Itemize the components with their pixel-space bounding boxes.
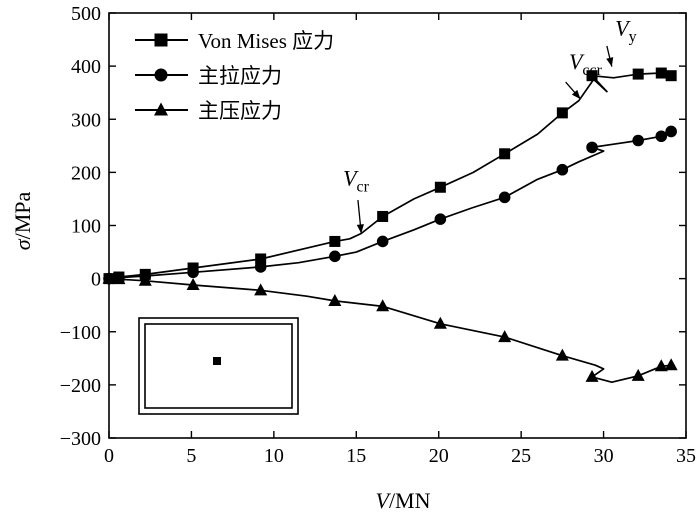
x-tick-label: 10 xyxy=(264,445,284,467)
annotation-vy: Vy xyxy=(606,15,637,67)
annotations-layer: Vcr Vccr Vy xyxy=(343,15,637,234)
data-point-circle xyxy=(498,191,511,204)
data-point-triangle xyxy=(654,359,668,372)
data-point-circle xyxy=(586,141,598,154)
y-tick-label: −300 xyxy=(60,428,101,450)
inset-measure-point xyxy=(213,357,221,365)
series-line-principal-compressive xyxy=(108,277,672,384)
axes: 0 5 10 15 20 25 30 35 −300 −200 −100 0 100 200 300 400 5… xyxy=(60,3,696,467)
inset-inner-frame xyxy=(144,323,293,409)
data-point-circle xyxy=(665,125,677,138)
data-point-triangle xyxy=(112,272,126,285)
series-line-principal-tensile xyxy=(108,130,672,280)
annotation-vcr: Vcr xyxy=(343,166,370,234)
x-tick-label: 15 xyxy=(346,445,366,467)
y-tick-label: 500 xyxy=(71,3,101,25)
annotation-vccr: Vccr xyxy=(565,49,603,100)
series-von-mises xyxy=(103,67,677,285)
series-line-von-mises xyxy=(108,72,672,280)
data-point-triangle xyxy=(186,278,200,290)
series-layer xyxy=(102,67,678,384)
legend-label-principal-tensile: 主拉应力 xyxy=(198,64,282,88)
legend: Von Mises 应力 主拉应力 主压应力 xyxy=(135,29,334,123)
data-point-circle xyxy=(187,266,199,279)
y-tick-label: −200 xyxy=(60,375,101,397)
data-point-circle xyxy=(556,163,569,176)
x-tick-label: 30 xyxy=(594,445,614,467)
data-point-circle xyxy=(376,235,389,248)
data-point-triangle xyxy=(664,358,678,371)
data-point-circle xyxy=(655,130,668,143)
annotation-label-vcr: Vcr xyxy=(343,166,370,196)
data-point-square xyxy=(556,107,568,119)
data-point-triangle xyxy=(585,369,599,382)
y-tick-label: 200 xyxy=(71,162,101,184)
data-point-square xyxy=(329,235,341,247)
annotation-label-vy: Vy xyxy=(615,15,636,45)
data-point-circle xyxy=(632,134,644,147)
legend-triangle-marker xyxy=(154,102,168,116)
data-point-circle xyxy=(329,250,341,263)
legend-item-principal-tensile: 主拉应力 xyxy=(135,64,282,88)
legend-circle-marker xyxy=(154,68,168,82)
annotation-arrowhead xyxy=(571,89,581,100)
series-principal-tensile xyxy=(103,125,677,285)
y-tick-label: 100 xyxy=(71,216,101,238)
data-point-square xyxy=(586,70,598,82)
legend-item-von-mises: Von Mises 应力 xyxy=(135,29,334,53)
data-point-square xyxy=(434,181,446,193)
data-point-triangle xyxy=(555,348,569,361)
x-tick-label: 5 xyxy=(186,445,196,467)
y-tick-label: −100 xyxy=(60,322,101,344)
y-tick-label: 0 xyxy=(91,269,101,291)
x-tick-label: 25 xyxy=(511,445,531,467)
annotation-arrowhead xyxy=(606,57,614,67)
legend-square-marker xyxy=(154,33,168,47)
data-point-triangle xyxy=(102,271,116,284)
x-axis-title: V/MN xyxy=(375,488,430,513)
data-point-triangle xyxy=(376,299,390,312)
inset-outer-frame xyxy=(138,317,299,415)
data-point-triangle xyxy=(498,330,512,343)
data-point-triangle xyxy=(328,293,342,306)
data-point-circle xyxy=(254,261,267,273)
legend-label-von-mises: Von Mises 应力 xyxy=(198,29,334,53)
annotation-arrowhead xyxy=(356,224,364,234)
y-tick-label: 300 xyxy=(71,109,101,131)
legend-item-principal-compressive: 主压应力 xyxy=(135,99,282,123)
annotation-label-vccr: Vccr xyxy=(569,49,603,79)
data-point-square xyxy=(655,67,667,79)
series-principal-compressive xyxy=(102,271,678,384)
data-point-square xyxy=(377,210,389,222)
data-point-triangle xyxy=(254,283,268,296)
data-point-triangle xyxy=(631,368,645,381)
data-point-square xyxy=(255,253,267,265)
y-axis-title: σ/MPa xyxy=(10,192,35,251)
x-tick-label: 35 xyxy=(676,445,696,467)
data-point-triangle xyxy=(138,273,152,286)
data-point-square xyxy=(499,148,511,160)
data-point-square xyxy=(665,70,677,82)
data-point-circle xyxy=(434,213,447,225)
y-tick-label: 400 xyxy=(71,56,101,78)
x-tick-label: 0 xyxy=(104,445,114,467)
data-point-square xyxy=(632,68,644,80)
data-point-triangle xyxy=(433,316,447,329)
legend-label-principal-compressive: 主压应力 xyxy=(198,99,282,123)
section-inset xyxy=(138,317,299,415)
x-tick-label: 20 xyxy=(429,445,449,467)
